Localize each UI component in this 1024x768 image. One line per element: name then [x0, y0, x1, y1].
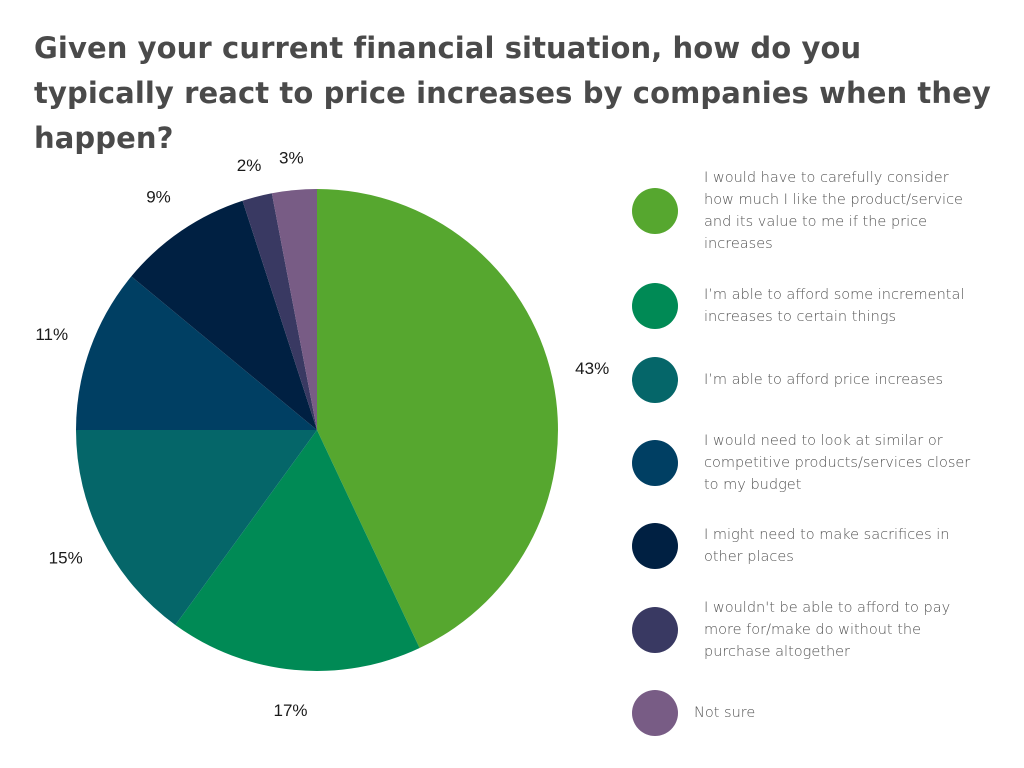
legend-item-1: I would have to carefully consider how m… [632, 167, 1012, 255]
pie-slice-2 [175, 430, 420, 671]
chart-title: Given your current financial situation, … [34, 31, 991, 155]
legend-swatch-6 [632, 607, 678, 653]
pie-chart-svg: 43% 17% 15% 11% 9% 2% 3% [35, 149, 609, 721]
pie-value-label-7: 3% [279, 149, 304, 168]
pie-value-label-3: 15% [49, 549, 83, 568]
pie-slice-3 [76, 430, 317, 625]
legend-swatch-1 [632, 188, 678, 234]
legend-item-3: I’m able to afford price increases [632, 357, 1012, 403]
pie-value-label-6: 2% [237, 156, 262, 175]
legend-label-5: I might need to make sacrifices in other… [704, 527, 950, 565]
legend-swatch-2 [632, 283, 678, 329]
legend-swatch-3 [632, 357, 678, 403]
legend-item-6: I wouldn't be able to afford to pay more… [632, 597, 1012, 663]
pie-slice-6 [242, 193, 317, 430]
legend-item-7: Not sure [632, 690, 1012, 736]
pie-value-label-1: 43% [575, 359, 609, 378]
pie-value-label-5: 9% [146, 187, 171, 206]
legend-swatch-5 [632, 523, 678, 569]
pie-value-labels: 43% 17% 15% 11% 9% 2% 3% [35, 149, 609, 721]
pie-slice-7 [271, 189, 317, 430]
legend-item-4: I would need to look at similar or compe… [632, 430, 1012, 496]
pie-slice-1 [317, 189, 558, 649]
legend-item-2: I’m able to afford some incremental incr… [632, 283, 1012, 329]
legend-label-3: I’m able to afford price increases [704, 372, 944, 388]
pie-slices [76, 189, 558, 671]
legend-label-2: I’m able to afford some incremental incr… [704, 287, 965, 325]
legend-label-1: I would have to carefully consider how m… [704, 170, 963, 252]
legend-label-6: I wouldn't be able to afford to pay more… [704, 600, 951, 660]
pie-value-label-4: 11% [35, 325, 68, 344]
legend-label-4: I would need to look at similar or compe… [704, 433, 971, 493]
legend-item-5: I might need to make sacrifices in other… [632, 523, 1012, 569]
legend-label-7: Not sure [694, 705, 756, 721]
pie-value-label-2: 17% [273, 701, 307, 720]
legend-swatch-4 [632, 440, 678, 486]
pie-slice-4 [76, 276, 317, 430]
pie-chart: 43% 17% 15% 11% 9% 2% 3% [0, 140, 620, 768]
legend-swatch-7 [632, 690, 678, 736]
pie-slice-5 [131, 200, 317, 430]
